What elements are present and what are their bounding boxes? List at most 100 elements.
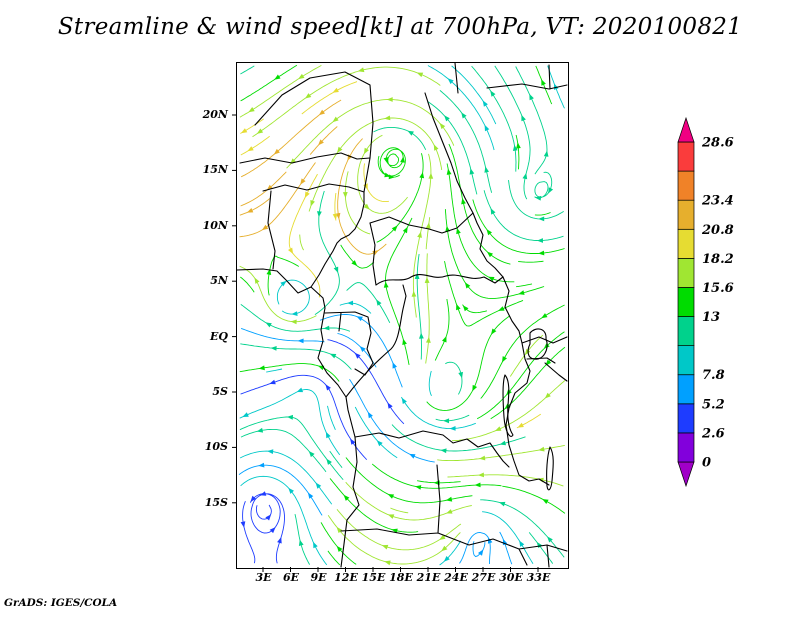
country-borders-layer bbox=[236, 62, 568, 568]
streamline-path bbox=[416, 253, 422, 360]
streamline-path bbox=[499, 531, 513, 565]
colorbar-arrow-low bbox=[677, 461, 695, 488]
streamline-arrowhead bbox=[297, 338, 304, 344]
streamline-path bbox=[240, 428, 327, 473]
streamline-arrowhead bbox=[337, 146, 343, 153]
streamline-arrowhead bbox=[425, 222, 431, 229]
streamline-arrowhead bbox=[343, 494, 350, 501]
colorbar-segment bbox=[677, 432, 695, 463]
map-canvas bbox=[232, 62, 568, 572]
streamline-arrowhead bbox=[537, 238, 543, 243]
streamline-arrowhead bbox=[402, 226, 408, 234]
lake-tanganyika-outline bbox=[502, 374, 514, 437]
streamline-arrowhead bbox=[462, 305, 469, 312]
streamline-arrowhead bbox=[400, 156, 405, 163]
colorbar-segment bbox=[677, 345, 695, 376]
streamline-arrowhead bbox=[269, 527, 276, 534]
axis-ticks bbox=[232, 114, 539, 572]
streamline-arrowhead bbox=[486, 251, 493, 258]
streamline-arrowhead bbox=[439, 122, 446, 130]
streamline-path bbox=[238, 464, 323, 516]
streamline-arrowhead bbox=[350, 438, 356, 445]
streamline-arrowhead bbox=[313, 541, 318, 549]
streamline-arrowhead bbox=[417, 231, 422, 238]
streamline-arrowhead bbox=[488, 276, 495, 282]
streamline-path bbox=[240, 64, 298, 102]
streamline-arrowhead bbox=[387, 402, 393, 409]
streamline-arrowhead bbox=[411, 290, 417, 297]
streamline-path bbox=[240, 135, 270, 156]
y-axis-labels: 20N 15N 10N 5N EQ 5S 10S 15S bbox=[184, 63, 230, 570]
streamline-arrowhead bbox=[419, 172, 425, 179]
streamline-arrowhead bbox=[296, 387, 304, 393]
streamline-arrowhead bbox=[270, 346, 277, 351]
streamline-arrowhead bbox=[424, 276, 430, 283]
streamline-path bbox=[482, 511, 534, 564]
streamline-path bbox=[239, 65, 322, 118]
streamline-arrowhead bbox=[419, 332, 424, 339]
streamline-arrowhead bbox=[367, 411, 373, 419]
streamline-arrowhead bbox=[387, 494, 395, 499]
streamline-arrowhead bbox=[409, 453, 416, 459]
streamline-path bbox=[451, 65, 497, 125]
streamline-path bbox=[448, 143, 511, 265]
streamline-arrowhead bbox=[517, 422, 524, 428]
streamline-arrowhead bbox=[265, 322, 272, 328]
streamline-path bbox=[240, 374, 368, 460]
streamline-arrowhead bbox=[376, 440, 383, 447]
streamline-path bbox=[319, 314, 403, 388]
streamline-path bbox=[239, 363, 340, 382]
streamline-arrowhead bbox=[258, 462, 265, 468]
streamline-path bbox=[528, 532, 554, 564]
colorbar-arrow-high bbox=[677, 116, 695, 143]
colorbar-segment bbox=[677, 403, 695, 434]
streamline-arrowhead bbox=[449, 426, 456, 431]
streamline-path bbox=[276, 279, 310, 315]
streamline-arrowhead bbox=[529, 93, 534, 101]
x-tick-label: 30E bbox=[499, 571, 523, 584]
streamline-path bbox=[490, 346, 566, 420]
streamline-path bbox=[345, 457, 473, 504]
streamline-arrowhead bbox=[447, 78, 454, 85]
lake-victoria-outline bbox=[527, 328, 548, 360]
streamline-path bbox=[240, 304, 351, 332]
streamline-path bbox=[252, 66, 441, 138]
streamline-arrowhead bbox=[536, 541, 543, 549]
streamline-path bbox=[390, 507, 409, 514]
streamline-path bbox=[472, 199, 565, 254]
streamline-arrowhead bbox=[277, 537, 282, 544]
streamline-arrowhead bbox=[472, 384, 478, 392]
streamline-arrowhead bbox=[522, 172, 528, 180]
colorbar: 28.6 23.4 20.8 18.2 15.6 13 7.8 5.2 2.6 0 bbox=[672, 112, 798, 504]
streamline-path bbox=[327, 339, 405, 425]
streamline-path bbox=[459, 532, 491, 564]
x-tick-label: 21E bbox=[416, 571, 441, 584]
streamline-path bbox=[240, 327, 325, 343]
streamline-arrowhead bbox=[247, 146, 254, 152]
streamline-path bbox=[267, 255, 300, 296]
x-axis-labels: 3E 6E 9E 12E 15E 18E 21E 24E 27E 30E 33E bbox=[236, 571, 569, 587]
streamline-arrowhead bbox=[304, 191, 310, 198]
streamline-arrowhead bbox=[265, 514, 272, 521]
streamline-path bbox=[427, 65, 495, 151]
streamline-arrowhead bbox=[543, 150, 549, 157]
streamline-arrowhead bbox=[388, 174, 395, 180]
streamline-arrowhead bbox=[288, 247, 294, 254]
streamline-arrowhead bbox=[442, 336, 447, 343]
streamline-arrowhead bbox=[538, 250, 545, 256]
streamline-arrowhead bbox=[464, 282, 471, 289]
streamline-path bbox=[508, 180, 564, 220]
streamline-arrowhead bbox=[356, 316, 363, 322]
streamline-arrowhead bbox=[298, 73, 305, 80]
streamline-path bbox=[434, 298, 450, 361]
streamline-path bbox=[354, 406, 398, 459]
streamline-arrowhead bbox=[256, 128, 264, 134]
streamline-arrowhead bbox=[461, 112, 467, 119]
colorbar-segment bbox=[677, 316, 695, 346]
country-border bbox=[340, 464, 568, 568]
streamline-path bbox=[427, 101, 478, 195]
streamline-path bbox=[239, 416, 344, 480]
streamline-arrowhead bbox=[386, 97, 393, 102]
x-tick-label: 18E bbox=[389, 571, 413, 584]
streamline-arrowhead bbox=[259, 491, 267, 496]
